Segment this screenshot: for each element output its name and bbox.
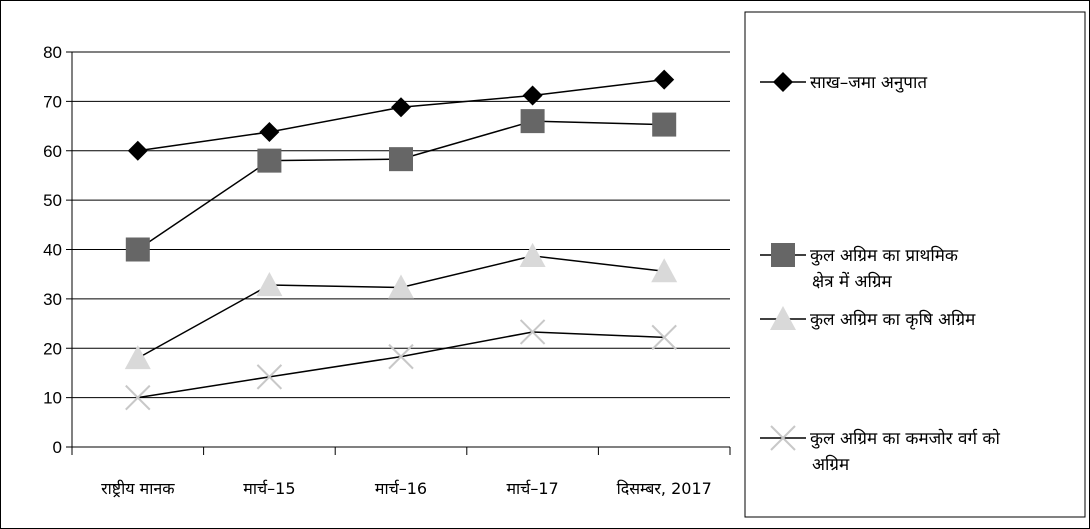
data-point (257, 148, 282, 173)
data-point (651, 258, 678, 283)
data-point (520, 109, 545, 134)
data-point (127, 140, 148, 161)
x-marker-stroke (388, 343, 414, 370)
legend-label: कुल अग्रिम का कमजोर वर्ग को (810, 428, 1000, 449)
legend-marker (770, 425, 796, 451)
data-point (124, 345, 151, 370)
legend-marker (770, 306, 796, 331)
y-tick-label: 50 (43, 191, 62, 210)
data-point (125, 384, 151, 411)
data-point (651, 324, 677, 351)
y-tick-label: 40 (43, 241, 62, 260)
y-tick-label: 60 (43, 142, 62, 161)
x-marker-stroke (770, 425, 796, 451)
x-marker-stroke (256, 364, 283, 390)
x-tick-labels: राष्ट्रीय मानक मार्च–15 मार्च–16 मार्च–17 दि… (101, 479, 712, 498)
data-point (256, 364, 283, 390)
legend-marker (773, 72, 793, 92)
y-tick-label: 0 (53, 438, 62, 457)
data-point (391, 97, 411, 118)
legend-label: कुल अग्रिम का प्राथमिक (810, 245, 959, 266)
x-tick-label: मार्च–16 (375, 479, 427, 498)
x-tick-label: मार्च–15 (243, 479, 295, 498)
x-tick-label: दिसम्बर, 2017 (617, 479, 712, 498)
legend: साख–जमा अनुपात कुल अग्रिम का प्राथमिक क्षे… (744, 11, 1086, 518)
legend-marker (771, 243, 795, 267)
data-point (654, 69, 675, 90)
series-1 (127, 69, 675, 161)
x-tick-label: मार्च–17 (506, 479, 558, 498)
legend-label: अग्रिम (812, 454, 850, 475)
x-tick-label: राष्ट्रीय मानक (101, 479, 175, 498)
series-line (137, 255, 665, 359)
legend-label: साख–जमा अनुपात (810, 73, 927, 93)
legend-label: क्षेत्र में अग्रिम (812, 271, 893, 292)
data-point (125, 237, 150, 262)
legend-box (744, 11, 1086, 518)
data-point (519, 242, 546, 267)
series-group (124, 69, 678, 411)
data-point (256, 272, 283, 297)
y-tick-labels: 0 10 20 30 40 50 60 70 80 (43, 43, 62, 457)
legend-item: कुल अग्रिम का कृषि अग्रिम (760, 306, 976, 331)
x-marker-stroke (125, 384, 151, 411)
data-point (652, 112, 677, 137)
axes (66, 51, 731, 455)
legend-label: कुल अग्रिम का कृषि अग्रिम (810, 309, 976, 330)
data-point (519, 319, 546, 345)
x-marker-stroke (519, 319, 546, 345)
data-point (388, 343, 414, 370)
y-tick-label: 70 (43, 92, 62, 111)
data-point (259, 121, 280, 142)
y-tick-label: 30 (43, 290, 62, 309)
data-point (522, 85, 543, 106)
legend-item: कुल अग्रिम का प्राथमिक क्षेत्र में अग्रिम (760, 243, 959, 292)
legend-item: साख–जमा अनुपात (760, 72, 927, 93)
series-2 (125, 109, 677, 262)
y-tick-label: 80 (43, 43, 62, 62)
series-line (137, 331, 665, 399)
y-tick-label: 10 (43, 389, 62, 408)
x-marker-stroke (651, 324, 677, 351)
data-point (389, 147, 413, 172)
series-3 (124, 242, 678, 370)
y-tick-label: 20 (43, 339, 62, 358)
series-line (137, 120, 665, 251)
data-point (388, 274, 414, 299)
series-4 (125, 319, 677, 411)
legend-item: कुल अग्रिम का कमजोर वर्ग को अग्रिम (760, 425, 1000, 475)
